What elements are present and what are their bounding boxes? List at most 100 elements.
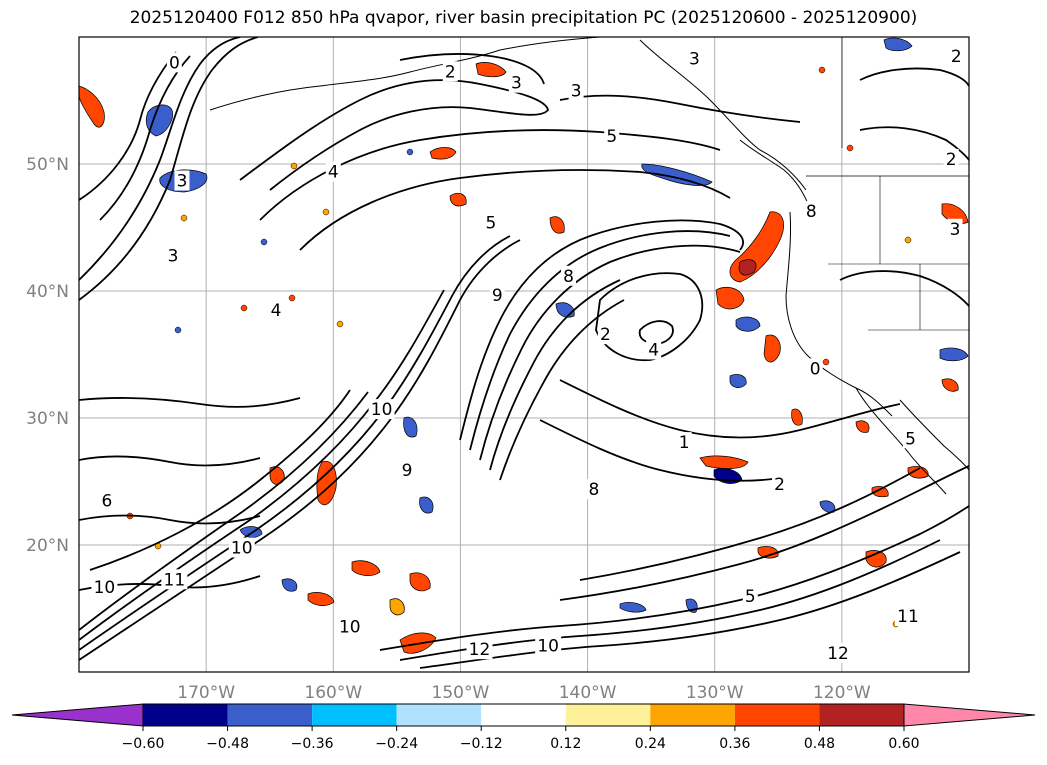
- contour-label: 0: [810, 359, 821, 379]
- chart-title: 2025120400 F012 850 hPa qvapor, river ba…: [129, 8, 918, 28]
- contour-line: [99, 55, 191, 221]
- contour-line: [638, 320, 674, 345]
- contour-label-bg: [489, 284, 505, 305]
- contour-label: 10: [94, 578, 116, 598]
- shade-patch-blue: [939, 347, 969, 362]
- shade-patch-red: [791, 408, 803, 426]
- shade-speckle: [822, 358, 830, 366]
- contour-label: 3: [177, 172, 188, 192]
- contour-line: [559, 379, 901, 439]
- contour-label-bg: [676, 432, 692, 453]
- contour-label: 3: [571, 81, 582, 101]
- contour-label: 8: [563, 267, 574, 287]
- shade-patch-red: [871, 486, 889, 498]
- contour-label-bg: [325, 161, 341, 182]
- shade-patch-orange: [409, 572, 431, 592]
- contour-label: 4: [328, 163, 339, 183]
- contour-label-bg: [399, 460, 415, 481]
- lon-tick-label: 120°W: [813, 683, 871, 703]
- lon-tick-label: 160°W: [304, 683, 362, 703]
- contour-line: [399, 53, 545, 85]
- shade-speckle: [846, 144, 854, 152]
- contour-label-bg: [686, 48, 702, 69]
- shade-patch-blue: [729, 374, 747, 388]
- contour-label-bg: [99, 490, 115, 511]
- contour-line: [595, 272, 704, 362]
- contour-label-bg: [772, 474, 788, 495]
- contour-label-bg: [947, 218, 963, 239]
- lat-tick-label: 30°N: [26, 409, 69, 429]
- shade-patch-blue: [281, 578, 298, 592]
- contour-label-bg: [174, 170, 190, 191]
- colorbar-segment: [312, 704, 397, 726]
- contour-line: [459, 219, 744, 441]
- shade-patch-red: [941, 378, 959, 392]
- contour-label-bg: [535, 635, 562, 656]
- contour-label-bg: [561, 265, 576, 286]
- colorbar-frame: [142, 703, 905, 727]
- lon-axis: 170°W 160°W 150°W 140°W 130°W 120°W: [177, 683, 871, 703]
- contour-label-bg: [948, 46, 964, 67]
- contour-label: 12: [469, 640, 491, 660]
- contour-line: [859, 126, 969, 161]
- colorbar-tick-label: −0.12: [460, 736, 503, 752]
- graticule: [79, 37, 969, 672]
- colorbar-segment: [481, 704, 566, 726]
- contour-line: [559, 465, 969, 601]
- contour-line: [79, 391, 369, 631]
- coastline-mexico: [899, 399, 969, 471]
- contour-label: 2: [445, 62, 456, 82]
- coastline-west-us: [785, 211, 893, 417]
- contour-line: [79, 397, 301, 408]
- contour-label: 1: [679, 433, 690, 453]
- colorbar-tick-label: 0.48: [804, 736, 835, 752]
- contour-label: 10: [537, 636, 559, 656]
- coastline-alaska-panhandle: [639, 39, 807, 191]
- contour-label-bg: [586, 479, 602, 500]
- contour-line: [79, 514, 261, 525]
- contour-label: 2: [600, 325, 611, 345]
- contour-line: [419, 551, 961, 669]
- contour-label-bg: [508, 72, 524, 93]
- map-frame: [78, 36, 970, 673]
- colorbar-tick-label: −0.24: [375, 736, 418, 752]
- border-us-states: [828, 176, 969, 331]
- lat-axis: 50°N 40°N 30°N 20°N: [26, 155, 69, 556]
- contour-label-bg: [336, 616, 363, 637]
- colorbar-segment: [819, 704, 904, 726]
- contour-line: [79, 51, 177, 201]
- coastline-baja: [855, 387, 947, 495]
- shade-speckle: [322, 208, 330, 216]
- contour-label: 2: [951, 47, 962, 67]
- shade-patch-orange: [941, 203, 969, 224]
- contour-label-bg: [483, 212, 499, 233]
- contour-label: 9: [402, 461, 413, 481]
- contour-line: [859, 67, 969, 87]
- shade-patch-blue: [619, 602, 647, 613]
- shade-patch-orange: [351, 560, 381, 576]
- shade-patch-blue: [145, 104, 173, 137]
- shade-speckle: [180, 214, 188, 222]
- contour-label: 4: [271, 301, 282, 321]
- contour-label: 5: [905, 429, 916, 449]
- contour-label-bg: [161, 569, 188, 590]
- contour-label-bg: [803, 200, 819, 221]
- contour-line: [79, 37, 241, 281]
- contour-label: 11: [164, 570, 186, 590]
- contour-line: [469, 230, 731, 451]
- contour-line: [79, 455, 261, 467]
- contour-line: [489, 279, 621, 471]
- shade-patch-red: [865, 550, 887, 568]
- shade-patch-red: [855, 420, 870, 433]
- colorbar-segment: [396, 704, 482, 726]
- contour-line: [379, 505, 969, 651]
- contour-label: 9: [492, 286, 503, 306]
- contour-label-bg: [166, 52, 182, 73]
- shade-patch-blue: [735, 316, 761, 332]
- contour-label-bg: [466, 639, 493, 660]
- lat-tick-label: 20°N: [26, 536, 69, 556]
- contour-label: 12: [827, 644, 849, 664]
- colorbar-segment: [143, 704, 228, 726]
- shade-speckle: [240, 304, 248, 312]
- contour-label: 2: [946, 150, 957, 170]
